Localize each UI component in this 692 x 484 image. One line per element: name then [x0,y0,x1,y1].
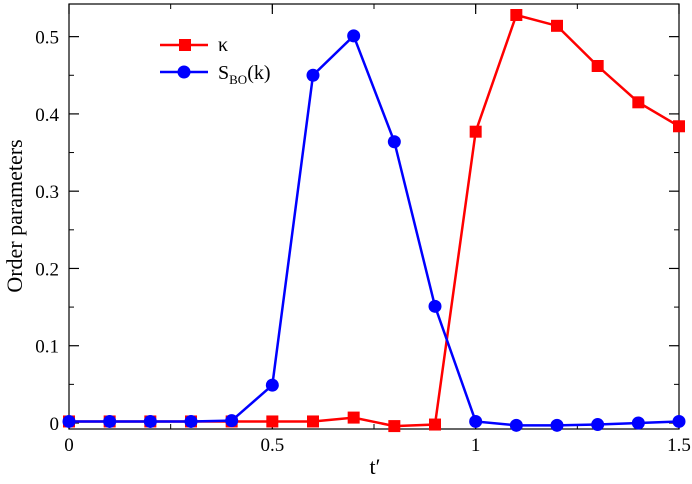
legend-sbo-suffix: (k) [247,62,270,84]
data-point-sbo [62,414,76,428]
data-point-sbo [428,299,442,313]
legend-sbo-marker [177,65,191,79]
legend: κ SBO(k) [160,34,271,87]
data-point-kappa [632,96,645,109]
y-tick-label: 0 [50,414,60,435]
x-tick-label: 1.5 [667,435,691,456]
x-axis-label: t′ [370,454,381,479]
data-point-sbo [265,378,279,392]
series-line-0 [69,13,680,428]
data-point-sbo [550,418,564,432]
x-tick-label: 1 [471,435,481,456]
data-point-kappa [429,418,441,431]
data-point-kappa [469,125,482,138]
legend-sbo-sub: BO [229,72,247,87]
data-point-kappa [347,411,360,424]
x-tick-label: 0 [64,435,74,456]
y-axis-label: Order parameters [2,139,27,292]
data-point-kappa [388,420,401,433]
y-tick-label: 0.5 [35,28,59,49]
data-point-sbo [469,414,483,428]
data-point-sbo [631,416,645,430]
data-point-sbo [103,414,117,428]
data-point-sbo [672,414,686,428]
data-point-sbo [347,29,361,43]
y-tick-label: 0.3 [35,182,59,203]
legend-kappa-marker [179,39,191,51]
data-point-sbo [306,68,320,82]
x-tick-label: 0.5 [260,435,284,456]
legend-sbo-main: S [218,62,229,84]
data-point-kappa [673,120,685,133]
plot-frame [68,3,680,430]
x-axis-ticks: 0 0.5 1 1.5 [64,4,691,456]
series-layer [62,9,686,433]
data-point-sbo [591,418,605,432]
data-point-kappa [307,415,319,428]
data-point-kappa [510,9,523,21]
data-point-kappa [266,415,279,428]
series-line-1 [69,33,680,427]
data-point-sbo [143,414,157,428]
y-tick-label: 0.2 [35,259,59,280]
data-point-kappa [591,60,604,72]
data-point-kappa [551,19,563,32]
data-point-sbo [184,414,198,428]
y-axis-ticks: 0 0.1 0.2 0.3 0.4 0.5 [35,28,679,435]
y-tick-label: 0.1 [35,337,59,358]
y-tick-label: 0.4 [35,105,59,126]
legend-sbo-label: SBO(k) [218,62,271,87]
data-point-sbo [509,418,523,432]
data-point-sbo [387,135,401,149]
data-point-sbo [225,414,239,428]
legend-kappa-label: κ [218,34,228,56]
